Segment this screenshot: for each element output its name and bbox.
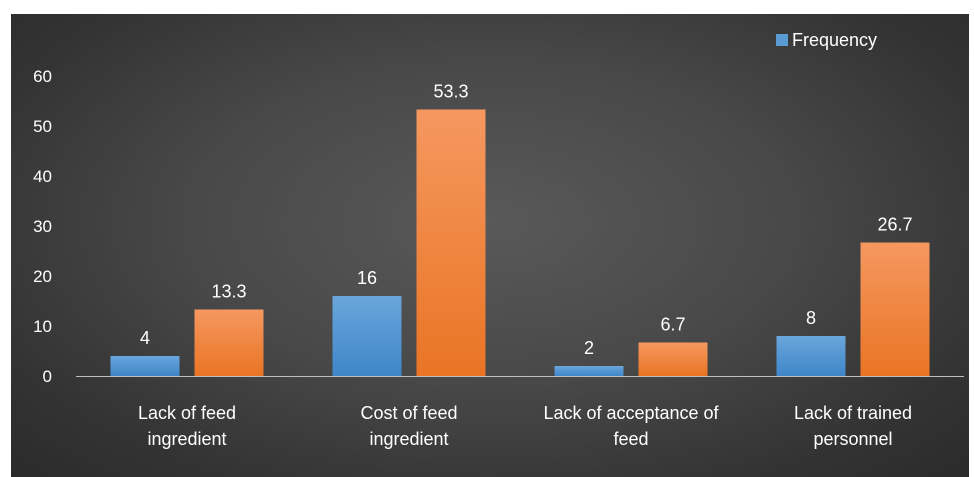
y-tick-label: 10 bbox=[33, 317, 52, 336]
y-tick-label: 40 bbox=[33, 167, 52, 186]
percentage-data-label: 6.7 bbox=[660, 315, 685, 335]
percentage-data-label: 53.3 bbox=[433, 82, 468, 102]
frequency-data-label: 16 bbox=[357, 268, 377, 288]
x-axis: Lack of feed ingredient Cost of feed ingred… bbox=[76, 376, 964, 449]
y-tick-label: 0 bbox=[43, 367, 52, 386]
frequency-data-label: 8 bbox=[806, 308, 816, 328]
x-category-label: ingredient bbox=[369, 429, 448, 449]
frequency-bar bbox=[332, 296, 402, 376]
frequency-bar bbox=[776, 336, 846, 376]
y-tick-label: 60 bbox=[33, 67, 52, 86]
x-category-label: Lack of trained bbox=[794, 403, 912, 423]
x-category-label: ingredient bbox=[147, 429, 226, 449]
x-category-label: Cost of feed bbox=[360, 403, 457, 423]
x-category-label: Lack of feed bbox=[138, 403, 236, 423]
percentage-bar bbox=[194, 309, 264, 376]
legend-swatch bbox=[776, 34, 788, 46]
percentage-bar bbox=[416, 109, 486, 376]
percentage-bar bbox=[860, 242, 930, 376]
frequency-data-label: 2 bbox=[584, 338, 594, 358]
frequency-bar bbox=[554, 366, 624, 376]
x-category-label: personnel bbox=[813, 429, 892, 449]
percentage-bar bbox=[638, 342, 708, 376]
x-category-label: Lack of acceptance of bbox=[543, 403, 719, 423]
y-tick-label: 50 bbox=[33, 117, 52, 136]
percentage-data-label: 13.3 bbox=[211, 282, 246, 302]
frequency-data-label: 4 bbox=[140, 328, 150, 348]
y-tick-label: 30 bbox=[33, 217, 52, 236]
legend: Frequency bbox=[776, 30, 877, 50]
frequency-bar bbox=[110, 356, 180, 376]
percentage-data-label: 26.7 bbox=[877, 215, 912, 235]
y-tick-label: 20 bbox=[33, 267, 52, 286]
x-category-label: feed bbox=[613, 429, 648, 449]
legend-label: Frequency bbox=[792, 30, 877, 50]
chart-area: 0 10 20 30 40 50 60 4 13.3 16 53.3 2 6.7 8 26.7 Lack … bbox=[11, 14, 969, 477]
y-axis: 0 10 20 30 40 50 60 bbox=[33, 67, 52, 386]
